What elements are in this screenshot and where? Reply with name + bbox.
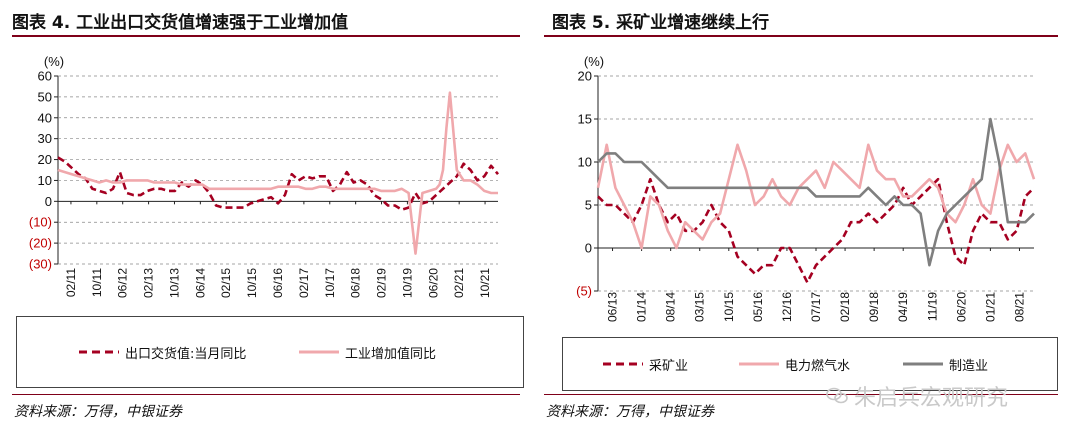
left-xtick-label: 10/15 [245,268,259,298]
right-ytick-label: 20 [578,69,592,84]
left-xtick-label: 06/14 [193,268,207,298]
right-legend-item-manufacturing: 制造业 [903,338,988,390]
left-legend-label-industry: 工业增加值同比 [345,346,437,362]
right-legend-label-utilities: 电力燃气水 [785,358,851,374]
right-legend-item-mining: 采矿业 [603,338,688,390]
left-title-rule [12,35,520,37]
right-source: 资料来源：万得，中银证券 [546,404,714,420]
right-legend-swatch-mining [603,362,643,366]
left-legend-item-industry: 工业增加值同比 [299,317,436,387]
right-legend-label-mining: 采矿业 [649,358,689,374]
watermark-text: 朱启兵宏观研究 [854,386,1009,411]
right-series-0-line [597,177,1035,284]
right-xtick-label: 02/18 [838,292,852,322]
right-xtick-label: 08/21 [1012,292,1026,322]
right-legend-item-utilities: 电力燃气水 [739,338,850,390]
wechat-icon [826,387,848,404]
left-source-rule [12,394,520,395]
left-line-chart: 60 50 40 30 20 10 0 (10) (20) (30) (%) 02/11 10/11 06… [29,54,500,298]
right-legend: 采矿业 电力燃气水 制造业 [562,337,1058,391]
left-xtick-label: 10/17 [323,268,337,298]
left-ytick-label: (30) [29,257,52,272]
right-xtick-label: 08/14 [664,292,678,322]
right-xtick-label: 12/16 [780,292,794,322]
left-ytick-label: 30 [38,131,52,146]
left-xtick-label: 10/13 [167,268,181,298]
left-ytick-label: 60 [38,69,52,84]
right-line-chart: 20 15 10 5 0 (5) (%) 06/13 01/14 08/14 03/15 10/15 0… [576,54,1036,322]
right-ylabel: (%) [584,54,604,69]
right-series-1-line [596,143,1036,250]
left-chart-panel: 图表 4. 工业出口交货值增速强于工业增加值 60 50 40 30 20 10 0 (10)… [12,13,524,420]
right-ytick-label: 0 [585,241,592,256]
right-ytick-label: 5 [585,198,592,213]
right-title-rule [544,35,1058,37]
left-ytick-label: 20 [38,152,52,167]
left-xtick-label: 02/19 [375,268,389,298]
left-ytick-label: (10) [29,215,52,230]
right-xtick-label: 01/14 [635,292,649,322]
left-xtick-label: 02/21 [452,268,466,298]
right-source-rule [544,394,1058,395]
left-legend-label-export: 出口交货值:当月同比 [125,346,247,362]
right-chart-panel: 图表 5. 采矿业增速继续上行 20 15 10 5 0 (5) (%) 06/13 01/14… [540,0,1080,437]
right-xtick-label: 01/21 [983,292,997,322]
left-series-0-line [57,156,500,211]
left-xtick-label: 02/11 [64,268,78,297]
right-ytick-label: 10 [578,155,592,170]
left-ytick-label: 40 [38,110,52,125]
left-chart-title: 图表 4. 工业出口交货值增速强于工业增加值 [12,13,349,33]
right-legend-label-manufacturing: 制造业 [949,358,989,374]
left-xtick-label: 10/19 [400,268,414,298]
left-ytick-label: (20) [29,236,52,251]
left-xtick-label: 02/13 [142,268,156,298]
watermark: 朱启兵宏观研究 [826,380,1008,412]
left-ytick-label: 0 [45,194,52,209]
left-source: 资料来源：万得，中银证券 [14,404,182,420]
left-legend-item-export: 出口交货值:当月同比 [79,317,246,387]
left-ytick-label: 10 [38,173,52,188]
left-xtick-label: 02/15 [219,268,233,298]
right-xtick-label: 05/16 [751,292,765,322]
right-chart-title: 图表 5. 采矿业增速继续上行 [552,13,770,33]
right-xtick-label: 04/19 [896,292,910,322]
right-series-2-line [597,117,1035,267]
left-xtick-label: 10/11 [90,268,104,297]
right-xtick-label: 11/19 [925,292,939,321]
left-series-1-line [57,91,498,255]
left-xtick-label: 06/18 [349,268,363,298]
left-xtick-label: 06/12 [116,268,130,298]
right-xtick-label: 03/15 [693,292,707,322]
left-legend-swatch-industry [299,350,339,354]
right-ytick-label: (5) [576,284,592,299]
right-xtick-label: 06/20 [954,292,968,322]
left-ytick-label: 50 [38,89,52,104]
left-xtick-label: 02/17 [297,268,311,298]
right-legend-swatch-utilities [739,362,779,366]
right-xtick-label: 09/18 [867,292,881,322]
left-ylabel: (%) [44,54,64,69]
right-xtick-label: 06/13 [606,292,620,322]
left-xtick-label: 06/20 [426,268,440,298]
right-xtick-label: 10/15 [722,292,736,322]
left-xtick-label: 10/21 [478,268,492,298]
right-xtick-label: 07/17 [809,292,823,322]
right-ytick-label: 15 [578,112,592,127]
right-legend-swatch-manufacturing [903,362,943,366]
left-xtick-label: 06/16 [271,268,285,298]
left-legend: 出口交货值:当月同比 工业增加值同比 [16,316,524,388]
left-legend-swatch-export [79,350,119,354]
